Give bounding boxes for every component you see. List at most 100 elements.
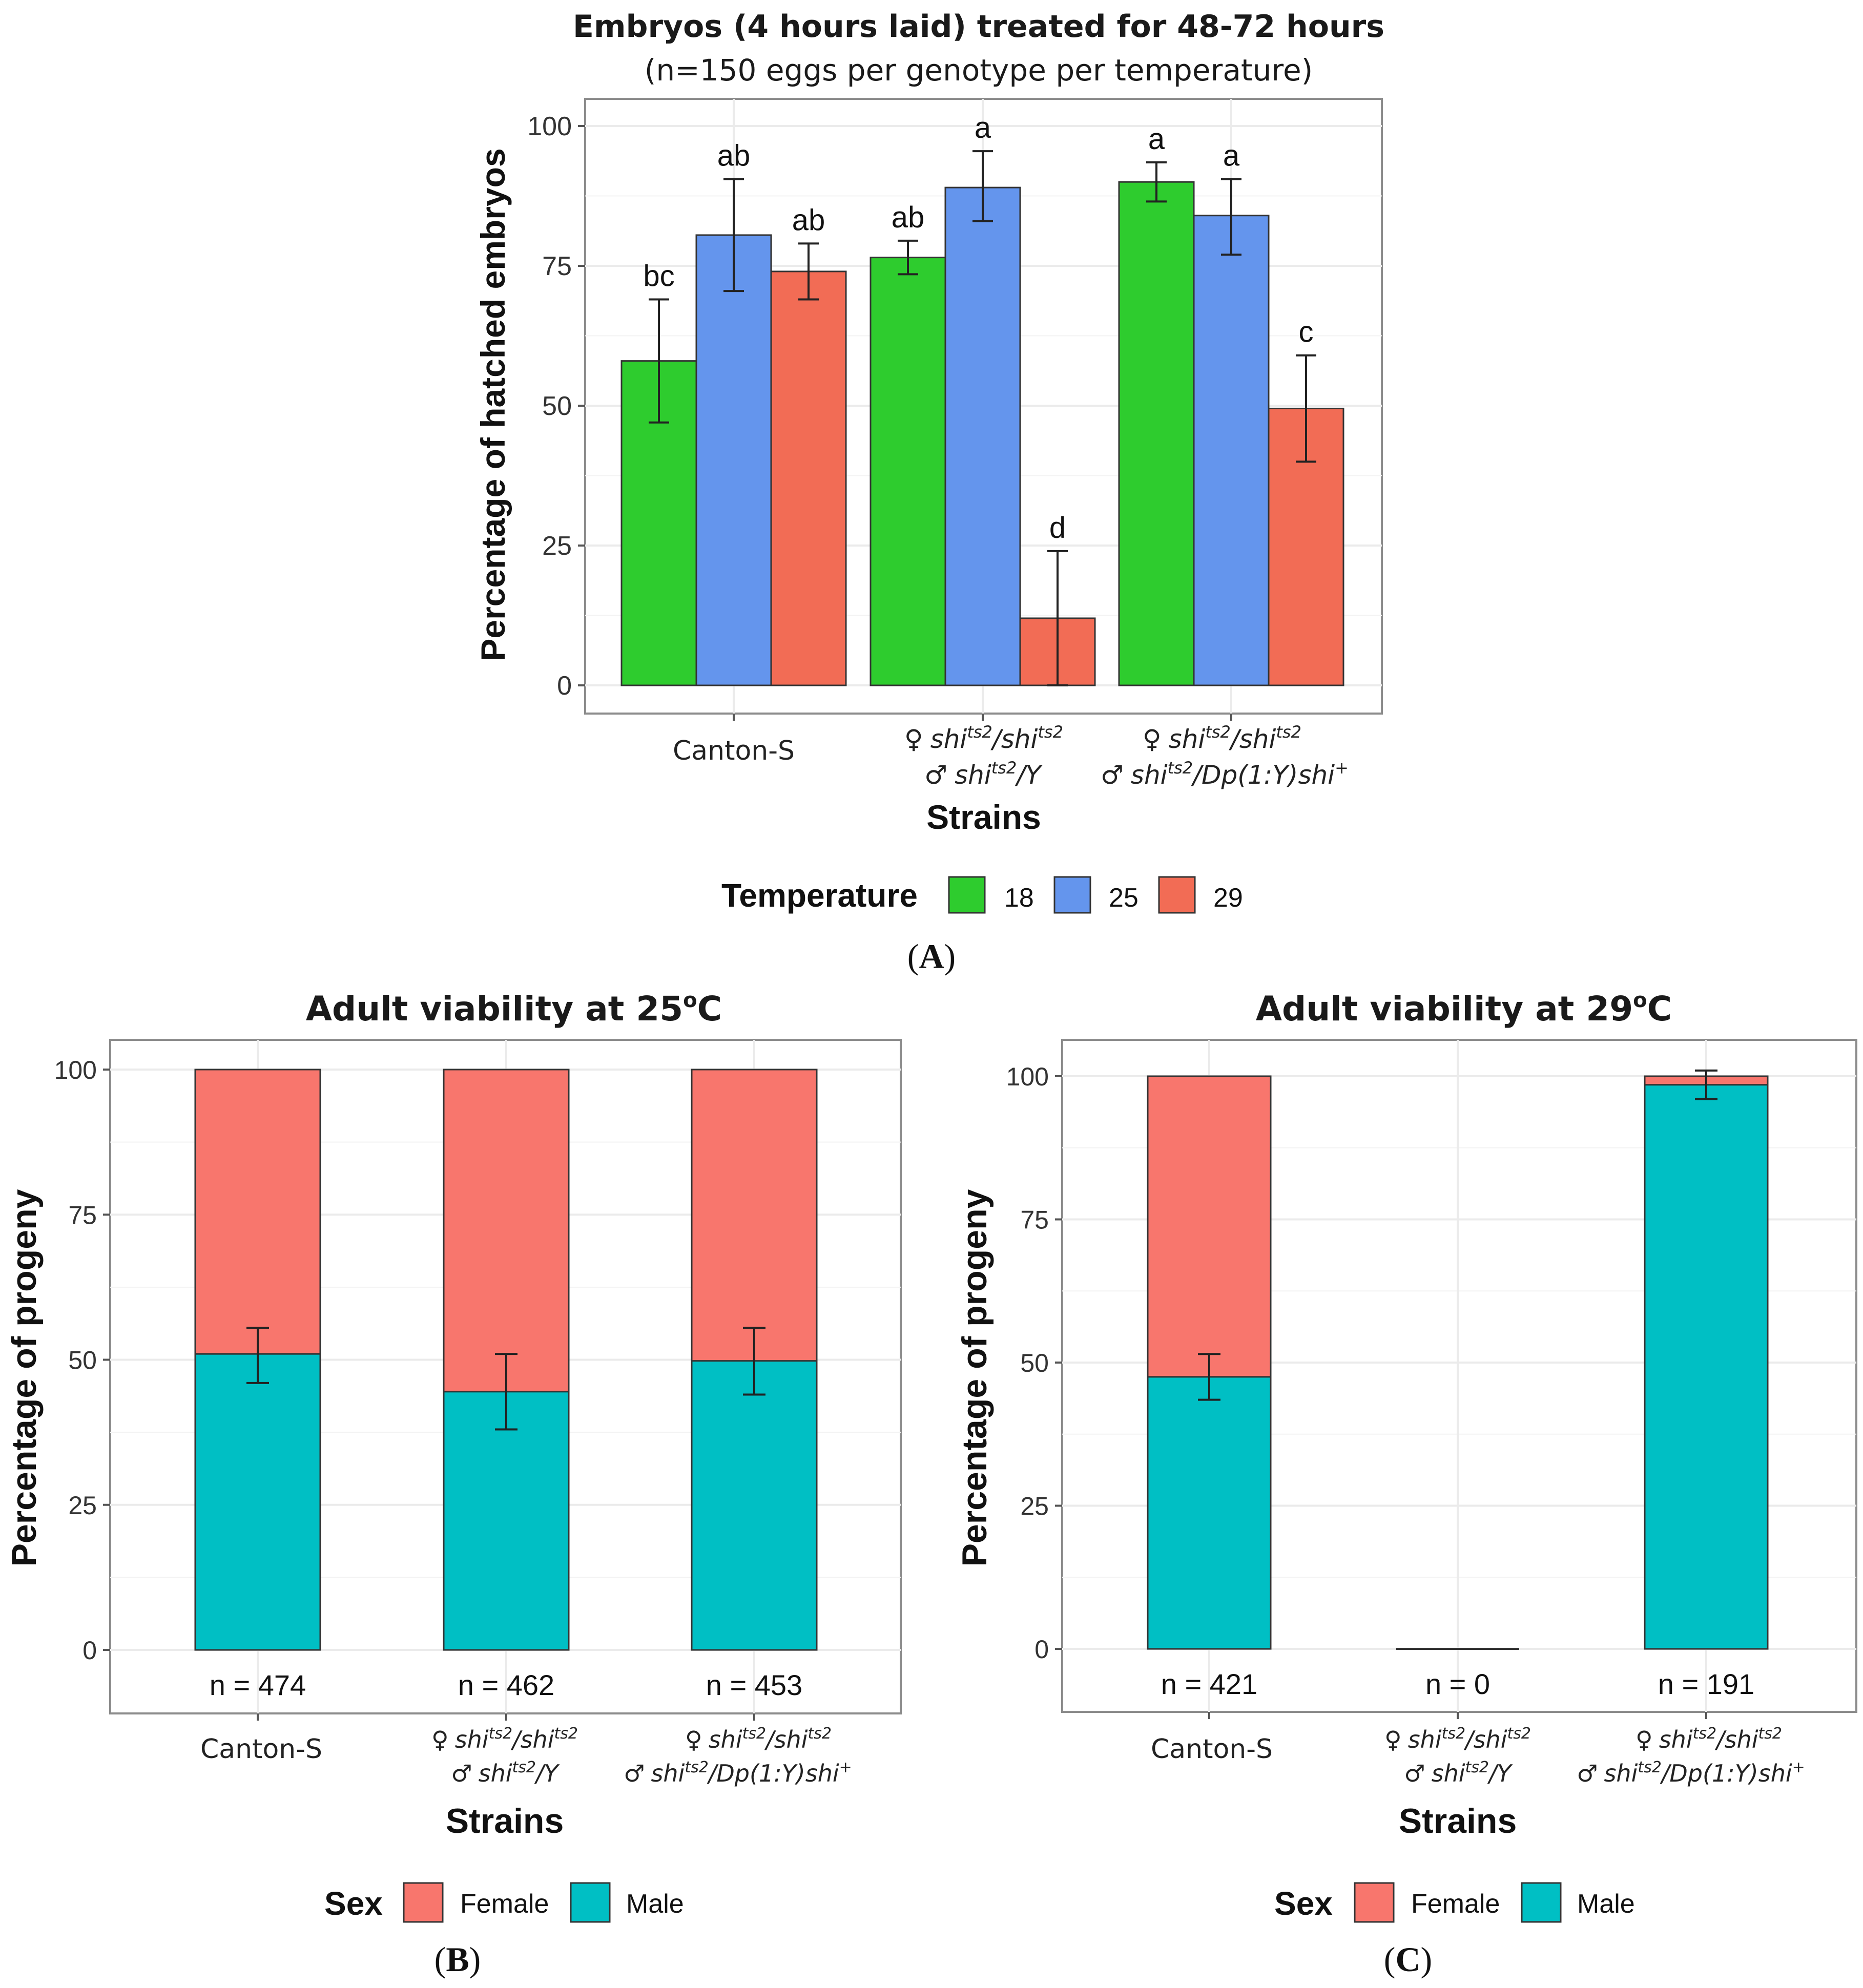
panel-c-female-genotype-line: ♀ shits2/shits2 [1384,1725,1531,1753]
panel-a-significance-letters: bc ab ab ab a d a a c [643,111,1313,545]
n-label: n = 453 [706,1669,802,1701]
legend-label-male-c: Male [1577,1889,1635,1919]
panel-c-x-ticks [1208,1712,1707,1719]
error-bar-male-0 [1198,1353,1220,1401]
panel-b-label: (B) [434,1940,481,1979]
bar-18-2 [1118,181,1195,686]
panel-a-x-ticks [733,714,1232,721]
bar-female-2 [691,1069,818,1362]
bar-25-2 [1193,215,1270,686]
panel-c-category-shi-dp: ♀ shits2/shits2 ♂ shits2/Dp(1:Y)shi+ [1577,1725,1805,1787]
y-tick-label: 25 [68,1491,97,1520]
panel-b-n-labels: n = 474 n = 462 n = 453 [210,1669,802,1701]
panel-b-category-shi-dp: ♀ shits2/shits2 ♂ shits2/Dp(1:Y)shi+ [624,1725,852,1787]
panel-c-legend: Sex Female Male [1274,1882,1635,1923]
y-tick-label: 75 [68,1201,97,1229]
panel-b-x-ticks [257,1713,755,1721]
bar-male-2 [691,1360,818,1651]
significance-label: a [1148,122,1165,156]
legend-swatch-25 [1053,876,1091,914]
panel-a-male-genotype-line-2: ♂ shits2/Dp(1:Y)shi+ [1101,758,1349,790]
panel-c-y-axis-title: Percentage of progeny [955,1189,994,1566]
legend-swatch-29 [1158,876,1196,914]
y-tick-label: 75 [542,252,572,281]
panel-b-title: Adult viability at 25oC [306,989,722,1029]
legend-label-female-c: Female [1411,1889,1500,1919]
y-tick-label: 0 [1034,1635,1049,1664]
panel-a-category-shi-y: ♀ shits2/shits2 ♂ shits2/Y [904,722,1063,790]
panel-c-x-axis-title: Strains [1399,1802,1517,1840]
n-label: n = 474 [210,1669,306,1701]
panel-a-y-ticks: 0 25 50 75 100 [527,112,585,701]
error-bar-25-2 [1221,178,1241,256]
bar-female-0 [194,1069,321,1355]
panel-b-legend-title: Sex [324,1885,383,1922]
panel-c-y-ticks: 0 25 50 75 100 [1006,1062,1062,1664]
panel-b-x-axis-title: Strains [446,1802,564,1840]
legend-swatch-female-c [1354,1882,1395,1923]
panel-a-legend: Temperature 18 25 29 [721,876,1243,914]
y-tick-label: 100 [54,1056,97,1084]
significance-label: c [1299,316,1314,349]
significance-label: ab [717,139,751,173]
panel-a-label: (A) [907,937,956,976]
male-symbol: ♂ [924,760,947,790]
panel-c-error-bars [1198,1069,1717,1401]
panel-a-y-axis-title: Percentage of hatched embryos [474,148,512,661]
n-label: n = 191 [1658,1668,1754,1700]
panel-a-title: Embryos (4 hours laid) treated for 48-72… [573,9,1384,45]
error-bar-18-2 [1146,161,1167,203]
panel-b-y-axis-title: Percentage of progeny [5,1189,44,1566]
significance-label: a [1223,139,1240,173]
panel-a-category-canton: Canton-S [673,736,795,766]
legend-swatch-18 [948,876,986,914]
error-bar-male-2 [743,1327,765,1396]
error-bar-25-1 [972,150,993,222]
y-tick-label: 100 [1006,1062,1049,1091]
panel-b-category-shi-y: ♀ shits2/shits2 ♂ shits2/Y [431,1725,578,1787]
bar-male-0 [1147,1376,1272,1650]
bar-25-1 [944,186,1021,686]
y-tick-label: 0 [557,671,572,701]
legend-swatch-male-c [1521,1882,1562,1923]
panel-b-error-bars [246,1327,765,1431]
panel-c-male-genotype-line: ♂ shits2/Y [1404,1759,1513,1787]
n-label: n = 421 [1161,1668,1257,1700]
error-bar-25-0 [723,178,744,292]
y-tick-label: 25 [1020,1492,1049,1521]
panel-a-legend-title: Temperature [721,877,918,914]
panel-c-category-canton: Canton-S [1151,1734,1273,1765]
n-label: n = 0 [1425,1668,1490,1700]
y-tick-label: 0 [82,1636,97,1665]
panel-b-y-ticks: 0 25 50 75 100 [54,1056,110,1665]
bar-male-1 [443,1391,570,1651]
panel-a-subtitle: (n=150 eggs per genotype per temperature… [645,53,1313,88]
y-tick-label: 50 [68,1346,97,1375]
panel-a-female-genotype-line: ♀ shits2/shits2 [904,722,1063,754]
legend-label-25: 25 [1109,883,1138,913]
y-tick-label: 75 [1020,1206,1049,1234]
error-bar-18-1 [898,239,918,276]
legend-label-female: Female [460,1889,549,1919]
legend-swatch-male [570,1882,611,1923]
significance-label: ab [792,203,825,237]
error-bar-29-1 [1047,550,1068,686]
error-bar-29-2 [1296,354,1316,463]
female-symbol: ♀ [904,724,923,754]
error-bar-29-0 [798,242,819,301]
panel-c-female-genotype-line-2: ♀ shits2/shits2 [1636,1725,1782,1753]
bar-25-0 [695,234,772,686]
error-bar-male-1 [495,1353,518,1431]
significance-label: d [1049,511,1066,545]
panel-b-female-genotype-line: ♀ shits2/shits2 [431,1725,578,1753]
legend-label-18: 18 [1004,883,1034,913]
y-tick-label: 50 [1020,1349,1049,1377]
panel-c-title: Adult viability at 29oC [1256,989,1672,1029]
y-tick-label: 50 [542,391,572,421]
panel-a-bars [620,181,1344,686]
error-bar-male-2 [1695,1069,1717,1100]
panel-c-category-shi-y: ♀ shits2/shits2 ♂ shits2/Y [1384,1725,1531,1787]
significance-label: a [975,111,991,144]
panel-b-female-genotype-line-2: ♀ shits2/shits2 [685,1725,832,1753]
panel-b-bars [194,1069,818,1651]
